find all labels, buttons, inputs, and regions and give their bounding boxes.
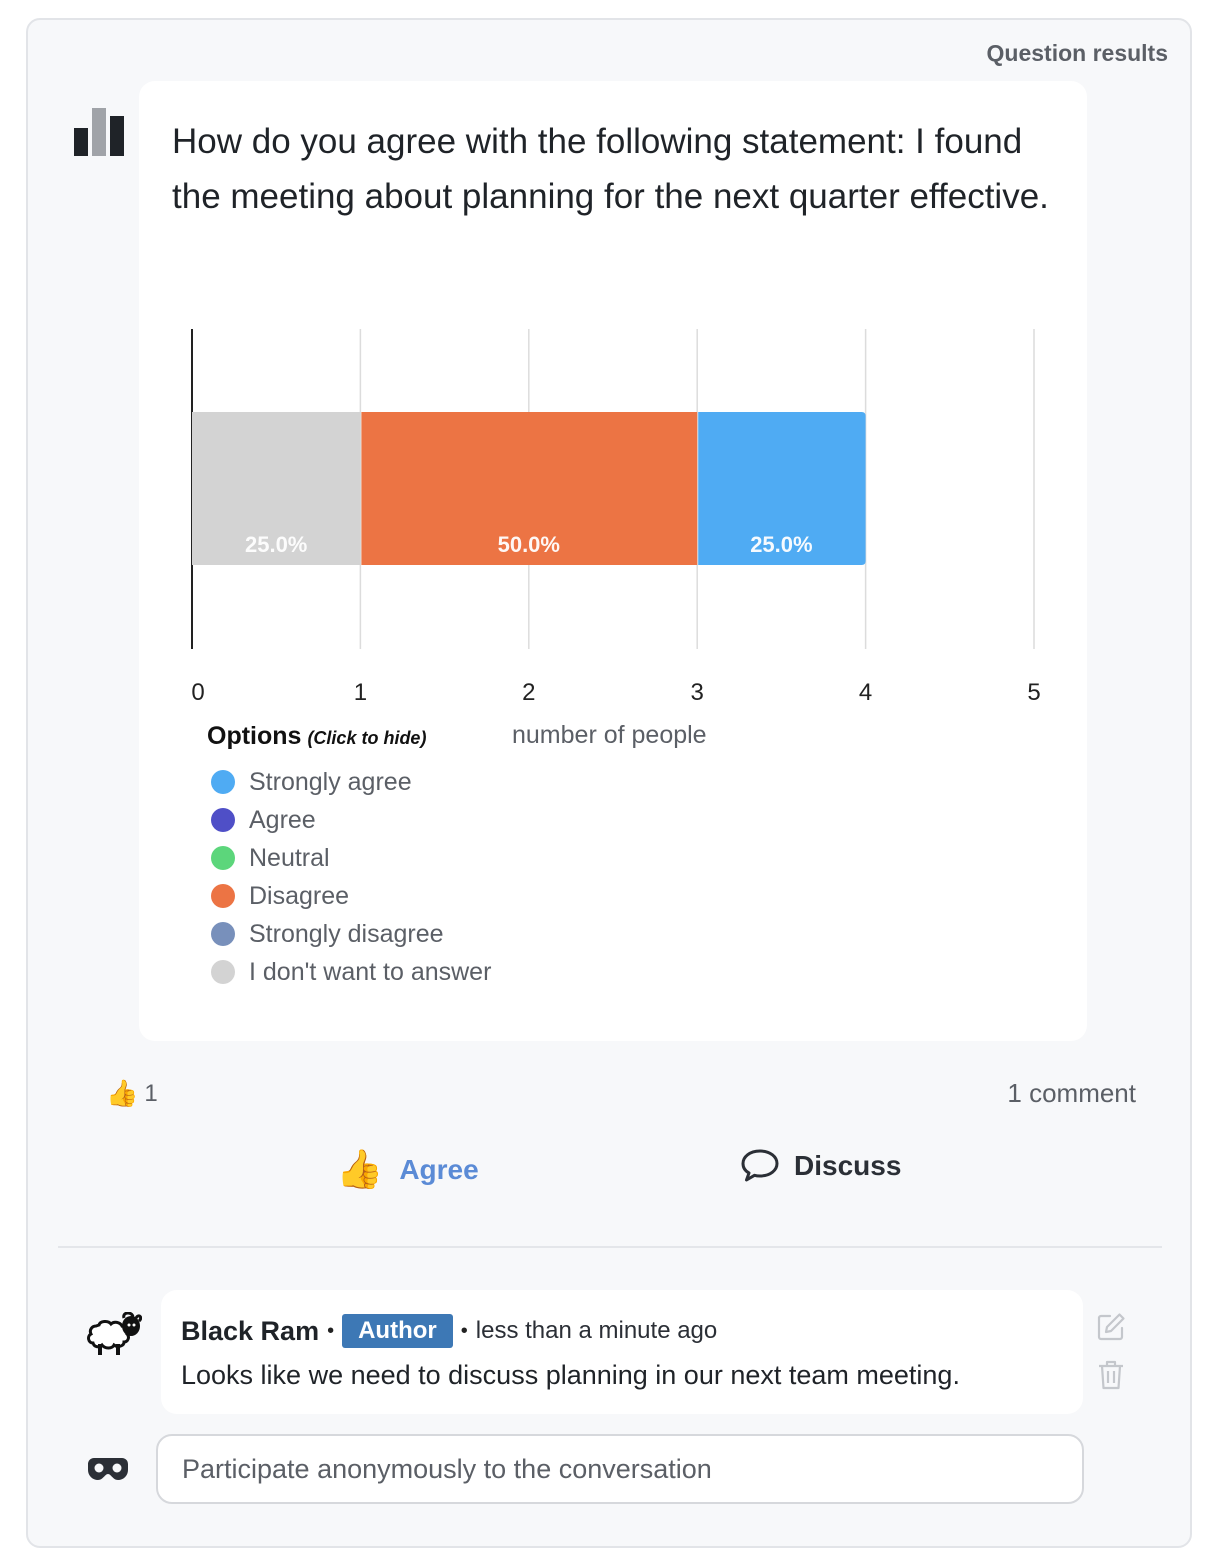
legend-color-dot — [211, 884, 235, 908]
legend-item[interactable]: Agree — [207, 801, 491, 839]
comment-header: Black Ram • Author • less than a minute … — [181, 1314, 1063, 1348]
legend-item-label: Disagree — [249, 881, 350, 910]
legend-item-label: Strongly disagree — [249, 919, 444, 948]
legend-title: Options (Click to hide) — [207, 722, 427, 750]
legend-color-dot — [211, 922, 235, 946]
legend-item-label: I don't want to answer — [249, 957, 492, 986]
legend-item[interactable]: I don't want to answer — [207, 953, 491, 991]
x-tick-label: 3 — [690, 679, 704, 706]
bar-segment[interactable] — [698, 412, 866, 565]
legend-color-dot — [211, 808, 235, 832]
speech-bubble-icon — [741, 1149, 779, 1182]
legend-item[interactable]: Strongly agree — [207, 763, 491, 801]
reaction-count: 1 — [144, 1079, 158, 1107]
chart-legend: Options (Click to hide) Strongly agree Agr… — [207, 722, 491, 991]
question-card: How do you agree with the following stat… — [139, 81, 1087, 1041]
black-ram-avatar — [87, 1312, 142, 1355]
legend-color-dot — [211, 846, 235, 870]
results-chart: 0 1 2 3 4 5 25.0% 50.0% 25.0% — [139, 81, 1087, 1041]
discuss-button[interactable]: Discuss — [740, 1148, 901, 1184]
x-tick-label: 5 — [1027, 679, 1041, 706]
anonymous-mask-icon — [88, 1458, 128, 1480]
question-results-panel: Question results How do you agree with t… — [26, 18, 1192, 1548]
comment-text: Looks like we need to discuss planning i… — [181, 1360, 960, 1390]
x-tick-label: 0 — [191, 679, 205, 706]
divider — [58, 1246, 1162, 1248]
trash-icon[interactable] — [1098, 1360, 1124, 1390]
legend-item[interactable]: Disagree — [207, 877, 491, 915]
x-tick-label: 4 — [858, 679, 873, 706]
bar-segment[interactable] — [192, 412, 361, 565]
legend-items: Strongly agree Agree Neutral Disagree Strong… — [207, 763, 491, 991]
legend-item-label: Agree — [249, 805, 316, 834]
anonymous-comment-input[interactable] — [156, 1434, 1084, 1504]
legend-item[interactable]: Neutral — [207, 839, 491, 877]
separator-dot: • — [327, 1319, 335, 1342]
legend-hint: (Click to hide) — [307, 728, 427, 748]
author-badge: Author — [342, 1314, 453, 1348]
separator-dot: • — [460, 1319, 468, 1342]
thumbs-up-icon: 👍 — [106, 1078, 139, 1108]
question-results-label: Question results — [986, 40, 1168, 66]
question-text: How do you agree with the following stat… — [172, 122, 1049, 216]
x-tick-label: 1 — [353, 679, 368, 706]
legend-item-label: Strongly agree — [249, 767, 412, 796]
bar-data-label: 50.0% — [497, 532, 560, 557]
legend-color-dot — [211, 960, 235, 984]
edit-icon[interactable] — [1096, 1312, 1126, 1342]
x-tick-label: 2 — [522, 679, 536, 706]
bar-segment[interactable] — [361, 412, 698, 565]
comment-card: Black Ram • Author • less than a minute … — [161, 1290, 1083, 1414]
legend-item[interactable]: Strongly disagree — [207, 915, 491, 953]
comment-count[interactable]: 1 comment — [1007, 1078, 1136, 1108]
bar-data-label: 25.0% — [244, 532, 308, 557]
agree-button-label: Agree — [399, 1154, 479, 1185]
bar-data-label: 25.0% — [750, 532, 813, 557]
agree-button[interactable]: 👍 Agree — [336, 1148, 479, 1192]
discuss-button-label: Discuss — [794, 1150, 902, 1181]
x-axis-label: number of people — [512, 721, 707, 749]
reaction-summary[interactable]: 👍 1 — [106, 1078, 158, 1109]
comment-author[interactable]: Black Ram — [181, 1315, 320, 1346]
thumbs-up-icon: 👍 — [336, 1149, 384, 1191]
poll-chart-icon — [74, 108, 124, 156]
legend-color-dot — [211, 770, 235, 794]
comment-time: less than a minute ago — [475, 1317, 718, 1344]
results-chart-svg — [191, 329, 1035, 649]
legend-item-label: Neutral — [249, 843, 330, 872]
